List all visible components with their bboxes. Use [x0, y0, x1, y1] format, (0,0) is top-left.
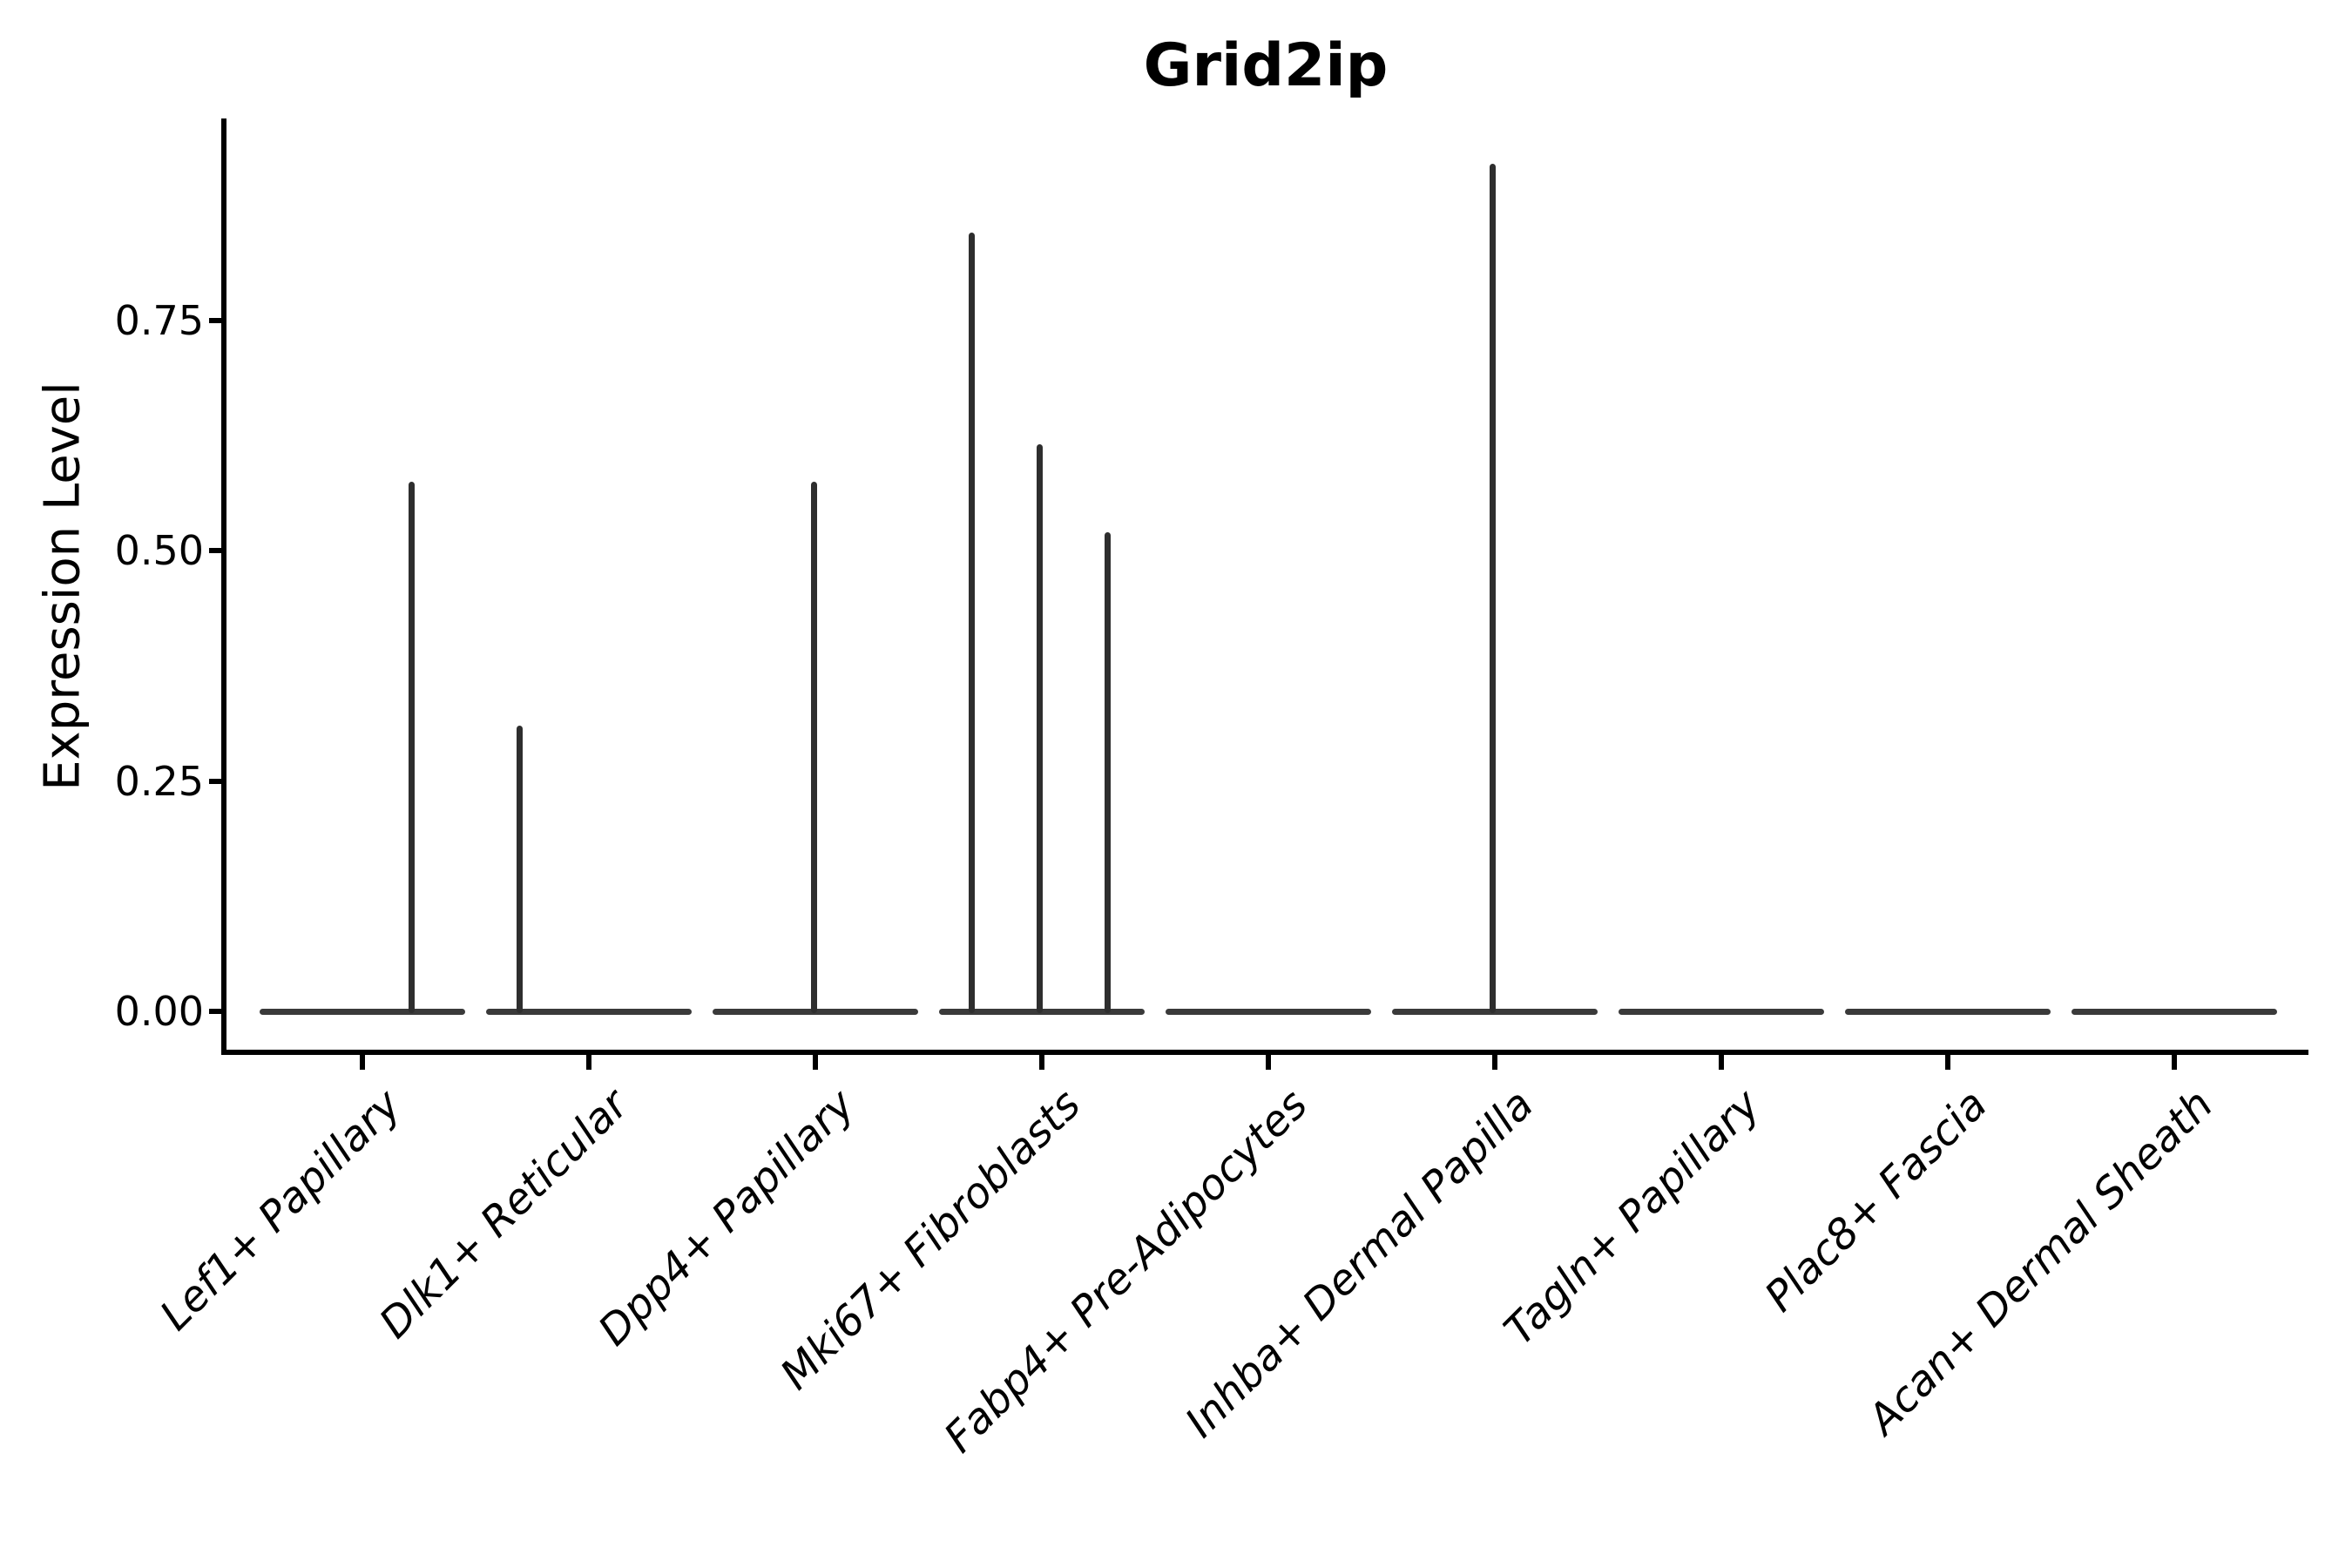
x-tick-label: Lef1+ Papillary	[151, 1080, 411, 1341]
x-tick-label: Plac8+ Fascia	[1754, 1080, 1997, 1321]
x-tick-mark	[586, 1055, 591, 1070]
y-axis-line	[221, 118, 226, 1055]
plot-title: Grid2ip	[1143, 31, 1389, 100]
x-tick-mark	[1492, 1055, 1497, 1070]
x-axis-line	[221, 1050, 2308, 1055]
y-tick-label: 0.50	[114, 527, 204, 574]
y-tick-label: 0.25	[114, 757, 204, 805]
y-tick-mark	[209, 317, 222, 323]
y-tick-mark	[209, 778, 222, 784]
x-tick-label: Tagln+ Papillary	[1495, 1080, 1770, 1355]
x-tick-label: Dlk1+ Reticular	[369, 1080, 638, 1348]
violin-spike	[516, 726, 523, 1013]
y-axis-title: Expression Level	[34, 382, 91, 791]
x-tick-mark	[1719, 1055, 1724, 1070]
x-tick-mark	[1039, 1055, 1044, 1070]
violin-spike	[408, 481, 415, 1013]
x-tick-mark	[1266, 1055, 1271, 1070]
y-tick-mark	[209, 1009, 222, 1014]
violin-baseline	[1166, 1008, 1371, 1015]
violin-spike	[810, 481, 817, 1013]
violin-baseline	[486, 1008, 692, 1015]
violin-spike	[968, 232, 975, 1013]
violin-spike	[1036, 444, 1043, 1013]
x-tick-mark	[813, 1055, 818, 1070]
violin-baseline	[2072, 1008, 2277, 1015]
violin-baseline	[1619, 1008, 1824, 1015]
x-tick-mark	[1945, 1055, 1950, 1070]
x-tick-mark	[360, 1055, 365, 1070]
x-tick-mark	[2172, 1055, 2177, 1070]
y-tick-mark	[209, 548, 222, 553]
x-tick-label: Fabp4+ Pre-Adipocytes	[935, 1080, 1317, 1463]
violin-baseline	[260, 1008, 465, 1015]
y-tick-label: 0.75	[114, 296, 204, 344]
y-tick-label: 0.00	[114, 988, 204, 1035]
violin-spike	[1489, 163, 1496, 1013]
violin-spike	[1104, 531, 1111, 1013]
violin-baseline	[1845, 1008, 2051, 1015]
